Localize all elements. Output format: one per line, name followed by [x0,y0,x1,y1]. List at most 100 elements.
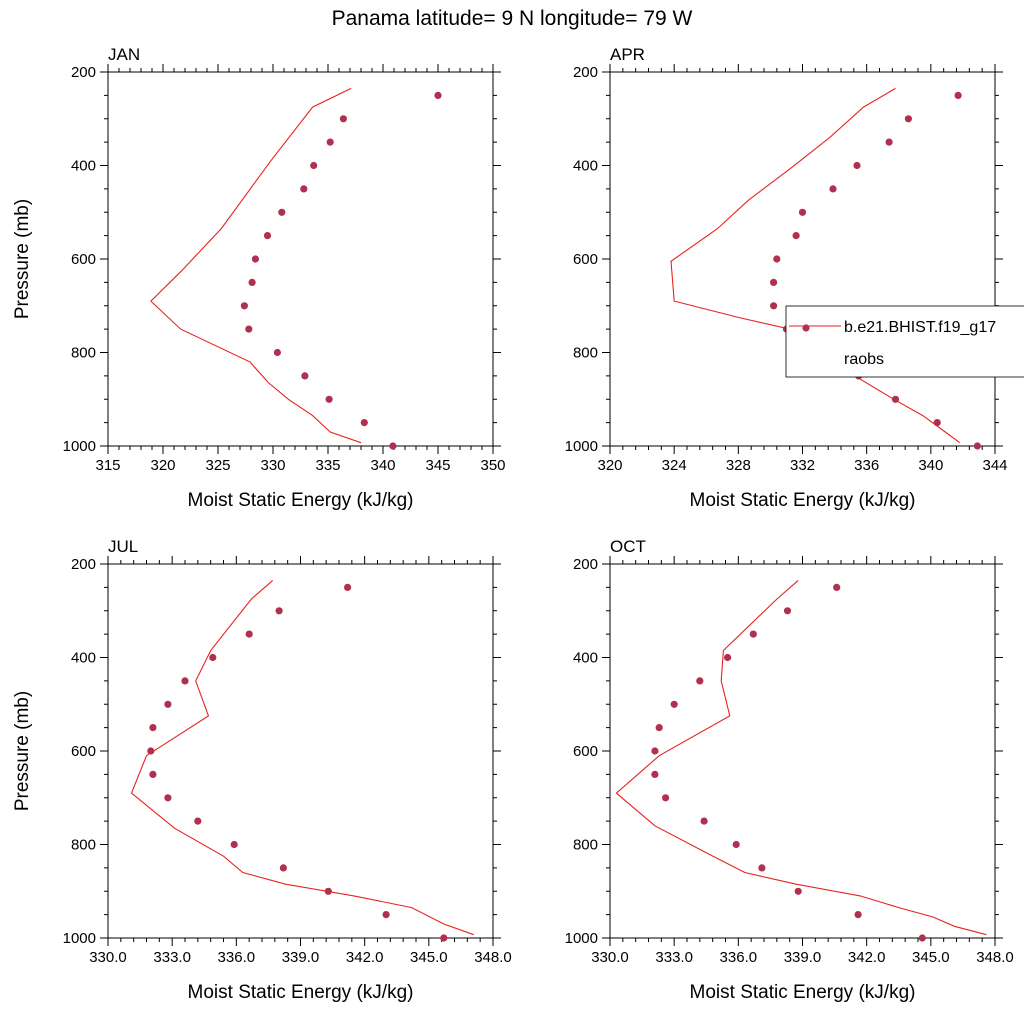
x-tick-label: 336 [854,457,879,474]
y-tick-label: 800 [71,345,96,362]
x-tick-label: 333.0 [655,949,693,966]
y-tick-label: 800 [573,345,598,362]
legend-model-marker [802,324,810,332]
raobs-point [263,232,272,240]
raobs-point [918,934,926,942]
y-axis-label: Pressure (mb) [12,691,33,811]
plot-frame [609,71,996,447]
x-tick-label: 344 [982,457,1007,474]
raobs-point [245,325,253,333]
x-tick-label: 340 [918,457,943,474]
raobs-point [275,607,283,615]
x-tick-label: 345.0 [912,949,950,966]
raobs-point [360,419,368,427]
raobs-point [798,208,807,216]
raobs-point [973,442,982,450]
raobs-point [301,372,309,380]
raobs-point [853,161,861,170]
raobs-point [670,700,678,708]
raobs-point [325,395,333,403]
raobs-point [194,817,202,825]
legend-box [785,305,1024,378]
x-tick-label: 332 [790,457,815,474]
x-axis-label: Moist Static Energy (kJ/kg) [188,982,414,1003]
raobs-point [651,770,659,779]
y-tick-label: 600 [71,251,96,268]
x-tick-label: 339.0 [784,949,822,966]
y-tick-label: 600 [573,251,598,268]
raobs-point [724,653,732,662]
raobs-point [300,185,308,193]
figure-title: Panama latitude= 9 N longitude= 79 W [332,7,693,30]
panel-oct: OCT 330.0 333.0 336.0 339.0 342.0 345.0 348.0 20… [565,537,1014,1003]
legend-model-label: b.e21.BHIST.f19_g17 [844,319,996,336]
raobs-point [904,115,913,123]
y-tick-label: 200 [71,64,96,81]
x-tick-label: 325 [205,457,230,474]
x-tick-label: 350 [480,457,505,474]
y-tick-label: 200 [573,64,598,81]
raobs-point [833,583,841,592]
x-tick-label: 315 [95,457,120,474]
panel-title: JUL [108,537,138,556]
x-axis-label: Moist Static Energy (kJ/kg) [188,490,414,511]
x-axis-label: Moist Static Energy (kJ/kg) [690,982,916,1003]
raobs-point [181,677,189,685]
legend: b.e21.BHIST.f19_g17 raobs [785,305,1024,378]
y-tick-label: 400 [71,650,96,667]
raobs-point [382,911,390,919]
panel-jul: JUL 330.0 333.0 336.0 339.0 342.0 345.0 348.0 20… [12,537,512,1003]
y-tick-label: 1000 [565,930,598,947]
y-tick-label: 600 [71,743,96,760]
raobs-point [389,442,397,450]
raobs-point [854,911,862,919]
x-tick-label: 339.0 [282,949,320,966]
raobs-point [792,232,800,240]
raobs-point [434,91,442,99]
panel-jan: JAN 315 320 325 330 335 340 345 350 200 400 600 800 1… [12,45,506,511]
raobs-point [829,185,837,193]
y-axis-label: Pressure (mb) [12,199,33,319]
raobs-point [339,115,347,123]
raobs-point [273,348,281,357]
model-profile-line [150,87,362,444]
raobs-point [149,770,157,779]
raobs-point [783,607,792,615]
raobs-point [230,840,238,849]
x-tick-label: 330 [260,457,285,474]
x-tick-label: 348.0 [976,949,1014,966]
x-tick-label: 335 [315,457,340,474]
raobs-point [251,255,259,263]
y-tick-label: 800 [71,837,96,854]
y-tick-label: 800 [573,837,598,854]
x-tick-label: 324 [662,457,687,474]
x-tick-label: 320 [597,457,622,474]
model-profile-line [615,579,987,936]
x-tick-label: 345 [425,457,450,474]
raobs-point [732,840,740,849]
raobs-point [147,747,155,755]
panel-title: APR [610,45,645,64]
raobs-point [773,255,781,263]
raobs-point [885,138,893,146]
raobs-point [149,724,157,732]
y-tick-label: 400 [573,650,598,667]
raobs-point [164,700,172,708]
x-tick-label: 345.0 [410,949,448,966]
x-tick-label: 336.0 [720,949,758,966]
raobs-point [770,302,778,310]
model-profile-line [130,579,474,936]
raobs-point [248,278,256,286]
raobs-point [245,630,253,638]
panel-apr: APR 320 324 328 332 336 340 344 200 400 600 800 1000… [565,45,1008,511]
x-tick-label: 342.0 [346,949,384,966]
x-tick-label: 340 [370,457,395,474]
raobs-point [440,934,448,942]
raobs-point [700,817,708,825]
raobs-point [209,653,217,662]
raobs-point [770,278,778,286]
raobs-point [651,747,659,755]
raobs-point [310,161,318,170]
raobs-point [279,864,287,872]
